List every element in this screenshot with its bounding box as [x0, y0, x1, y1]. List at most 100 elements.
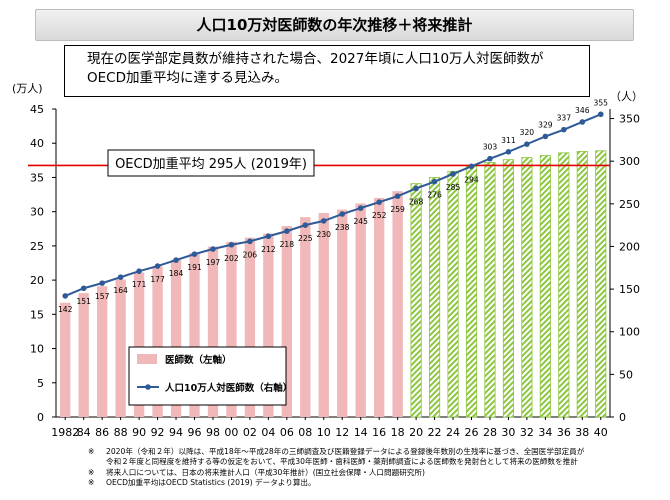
x-tick-label: 94 — [169, 426, 183, 439]
line-point — [284, 228, 290, 234]
x-tick-label: 02 — [243, 426, 257, 439]
doctors-per-100k-line — [64, 113, 602, 297]
line-point — [431, 178, 438, 185]
x-tick-label: 22 — [428, 426, 442, 439]
line-data-label: 329 — [538, 120, 553, 129]
line-data-label: 311 — [501, 136, 516, 145]
actual-bar — [318, 213, 329, 417]
projected-bar — [539, 155, 551, 418]
line-point — [99, 280, 105, 286]
line-data-label: 164 — [113, 286, 128, 295]
x-tick-label: 1982 — [51, 426, 79, 439]
line-point — [265, 233, 272, 240]
footnote-mark: ※ — [88, 447, 95, 456]
callout-line-2: OECD加重平均に達する見込み。 — [87, 70, 288, 86]
actual-bar — [392, 191, 403, 417]
actual-bar — [244, 237, 256, 417]
actual-bar — [263, 233, 274, 417]
right-tick-label: 50 — [619, 368, 633, 381]
x-tick-label: 92 — [151, 426, 165, 439]
line-point — [597, 111, 604, 118]
line-data-label: 197 — [206, 258, 221, 267]
left-tick-label: 5 — [37, 377, 44, 390]
legend-line-marker — [145, 384, 151, 390]
actual-bar — [207, 246, 219, 417]
line-data-label: 259 — [390, 205, 405, 214]
line-point — [450, 171, 456, 177]
line-point — [524, 141, 530, 147]
line-point — [154, 263, 161, 269]
line-data-label: 238 — [335, 223, 350, 232]
line-data-label: 151 — [76, 297, 91, 306]
x-tick-label: 14 — [354, 426, 368, 439]
legend-line-label: 人口10万人対医師数（右軸） — [165, 382, 292, 394]
x-tick-label: 18 — [391, 426, 405, 439]
line-data-label: 337 — [557, 114, 572, 123]
x-tick-label: 24 — [446, 426, 460, 439]
x-tick-label: 10 — [317, 426, 331, 439]
line-data-label: 184 — [169, 269, 184, 278]
projected-bar — [558, 152, 570, 418]
line-point — [394, 193, 401, 199]
line-point — [376, 199, 382, 205]
line-data-label: 177 — [150, 275, 165, 284]
x-tick-label: 90 — [132, 426, 146, 439]
left-tick-label: 40 — [30, 137, 44, 150]
footnote: ※ OECD加重平均はOECD Statistics (2019) データより算出… — [88, 478, 648, 488]
callout-line-1: 現在の医学部定員数が維持された場合、2027年頃に人口10万人対医師数が — [87, 51, 544, 67]
x-tick-label: 06 — [280, 426, 294, 439]
line-data-label: 285 — [446, 183, 461, 192]
x-tick-label: 12 — [335, 426, 349, 439]
actual-bar — [170, 259, 182, 417]
x-tick-label: 30 — [501, 426, 515, 439]
footnote-text: 令和２年度と同程度を維持する等の仮定をおいて、平成30年医師・歯科医師・薬剤師調… — [106, 457, 578, 467]
line-data-label: 268 — [409, 197, 424, 206]
x-tick-label: 26 — [465, 426, 479, 439]
footnote-text: 2020年（令和２年）以降は、平成18年～平成28年の三師調査及び医籍登録データ… — [106, 447, 585, 456]
right-tick-label: 0 — [619, 411, 626, 424]
line-data-label: 276 — [427, 191, 442, 200]
footnote: ※ 将来人口については、日本の将来推計人口（平成30年推計）(国立社会保障・人口問… — [88, 468, 648, 478]
actual-bar — [60, 302, 71, 417]
right-tick-label: 100 — [619, 326, 640, 339]
x-tick-label: 32 — [520, 426, 534, 439]
x-tick-label: 84 — [77, 426, 91, 439]
line-data-label: 191 — [187, 263, 202, 272]
left-axis-label: (万人) — [12, 82, 43, 95]
line-data-label: 157 — [95, 292, 110, 301]
x-tick-label: 34 — [538, 426, 552, 439]
line-point — [320, 218, 327, 224]
x-tick-label: 00 — [224, 426, 238, 439]
left-tick-label: 0 — [37, 411, 44, 424]
line-data-label: 252 — [372, 211, 387, 220]
line-point — [302, 222, 309, 228]
line-data-label: 355 — [594, 98, 609, 107]
x-tick-label: 96 — [188, 426, 202, 439]
summary-callout: 現在の医学部定員数が維持された場合、2027年頃に人口10万人対医師数が OEC… — [64, 45, 590, 97]
legend-bar-swatch — [137, 354, 157, 364]
x-tick-label: 08 — [298, 426, 312, 439]
right-tick-label: 250 — [619, 198, 640, 211]
footnote-text: 将来人口については、日本の将来推計人口（平成30年推計）(国立社会保障・人口問題… — [106, 467, 425, 477]
line-point — [579, 119, 586, 125]
projected-bar — [576, 151, 588, 418]
right-tick-label: 300 — [619, 155, 640, 168]
footnote-mark: ※ — [88, 467, 95, 477]
left-tick-label: 35 — [30, 171, 44, 184]
line-point — [228, 241, 235, 248]
footnote: 令和２年度と同程度を維持する等の仮定をおいて、平成30年医師・歯科医師・薬剤師調… — [88, 457, 648, 467]
projected-bar — [521, 157, 533, 418]
projected-bar — [410, 183, 422, 418]
line-point — [191, 251, 198, 257]
line-data-label: 303 — [483, 143, 498, 152]
footnote: ※ 2020年（令和２年）以降は、平成18年～平成28年の三師調査及び医籍登録デー… — [88, 447, 648, 457]
actual-bar — [226, 241, 237, 417]
page-title: 人口10万対医師数の年次推移＋将来推計 — [35, 9, 634, 41]
line-point — [413, 185, 419, 192]
line-data-label: 142 — [58, 305, 73, 314]
actual-bar — [355, 203, 366, 417]
x-tick-label: 98 — [206, 426, 220, 439]
left-tick-label: 30 — [30, 206, 44, 219]
right-tick-label: 350 — [619, 113, 640, 126]
left-tick-label: 10 — [30, 343, 44, 356]
